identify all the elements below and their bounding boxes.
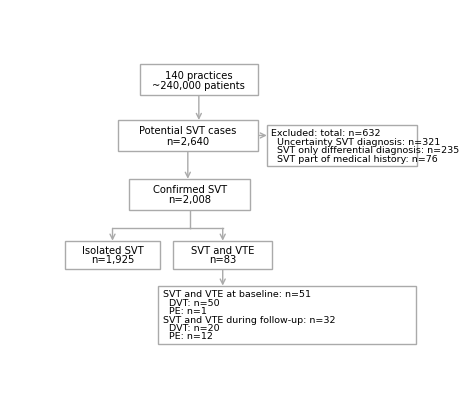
FancyBboxPatch shape <box>158 286 416 344</box>
Text: Excluded: total: n=632: Excluded: total: n=632 <box>271 129 381 138</box>
Text: SVT part of medical history: n=76: SVT part of medical history: n=76 <box>271 154 438 163</box>
FancyBboxPatch shape <box>118 121 258 152</box>
Text: ~240,000 patients: ~240,000 patients <box>153 81 245 91</box>
Text: 140 practices: 140 practices <box>165 71 233 80</box>
Text: DVT: n=20: DVT: n=20 <box>163 323 219 332</box>
Text: n=2,008: n=2,008 <box>168 195 211 205</box>
Text: n=83: n=83 <box>209 255 237 265</box>
FancyBboxPatch shape <box>267 125 418 167</box>
Text: PE: n=12: PE: n=12 <box>163 332 213 340</box>
Text: PE: n=1: PE: n=1 <box>163 306 207 316</box>
Text: SVT and VTE during follow-up: n=32: SVT and VTE during follow-up: n=32 <box>163 315 335 324</box>
FancyBboxPatch shape <box>173 241 272 269</box>
Text: Uncertainty SVT diagnosis: n=321: Uncertainty SVT diagnosis: n=321 <box>271 138 440 146</box>
Text: Confirmed SVT: Confirmed SVT <box>153 184 227 194</box>
Text: Isolated SVT: Isolated SVT <box>82 245 144 255</box>
Text: SVT and VTE at baseline: n=51: SVT and VTE at baseline: n=51 <box>163 290 311 299</box>
Text: SVT only differential diagnosis: n=235: SVT only differential diagnosis: n=235 <box>271 146 459 155</box>
FancyBboxPatch shape <box>140 65 258 96</box>
Text: DVT: n=50: DVT: n=50 <box>163 298 219 307</box>
Text: Potential SVT cases: Potential SVT cases <box>139 126 237 136</box>
Text: n=2,640: n=2,640 <box>166 136 210 146</box>
FancyBboxPatch shape <box>65 241 160 269</box>
FancyBboxPatch shape <box>129 179 250 210</box>
Text: n=1,925: n=1,925 <box>91 255 134 265</box>
Text: SVT and VTE: SVT and VTE <box>191 245 255 255</box>
